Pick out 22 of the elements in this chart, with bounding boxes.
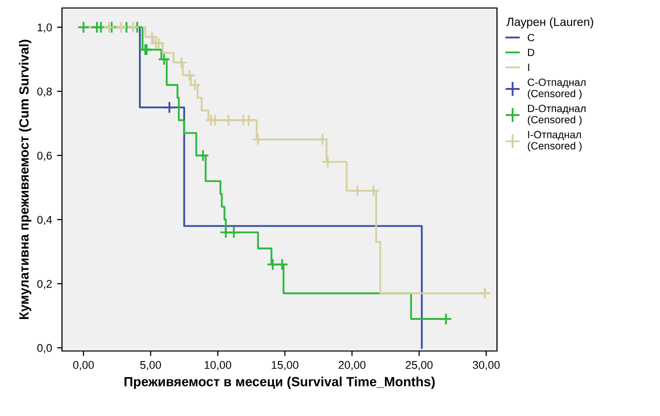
x-tick-label: 5,00 — [140, 361, 161, 370]
legend-label: D-Отпаднал (Censored ) — [528, 104, 586, 126]
y-tick-label: 0,6 — [37, 152, 52, 161]
y-tick-label: 0,0 — [37, 344, 52, 354]
x-tick-label: 10,00 — [204, 361, 232, 370]
x-tick-label: 0,00 — [73, 361, 94, 370]
legend-label: I — [528, 64, 530, 71]
y-axis-title: Кумулативна преживяемост (Cum Survival) — [18, 40, 32, 320]
y-tick-label: 0,8 — [37, 88, 52, 97]
y-tick-label: 0,4 — [37, 216, 52, 226]
legend-title: Лаурен (Lauren) — [506, 17, 594, 28]
legend-label: C — [528, 34, 534, 42]
x-tick-label: 30,00 — [472, 361, 500, 370]
x-tick-label: 15,00 — [272, 361, 298, 370]
legend-label: C-Отпаднал (Censored ) — [528, 78, 586, 100]
legend-label: I-Отпаднал (Censored ) — [528, 130, 582, 152]
x-tick-label: 20,00 — [338, 361, 366, 370]
legend-label: D — [528, 48, 534, 56]
y-tick-label: 1,0 — [38, 24, 52, 33]
y-tick-label: 0,2 — [37, 280, 52, 290]
x-axis-title: Преживяемост в месеци (Survival Time_Months) — [124, 376, 435, 389]
x-tick-label: 25,00 — [406, 361, 433, 370]
